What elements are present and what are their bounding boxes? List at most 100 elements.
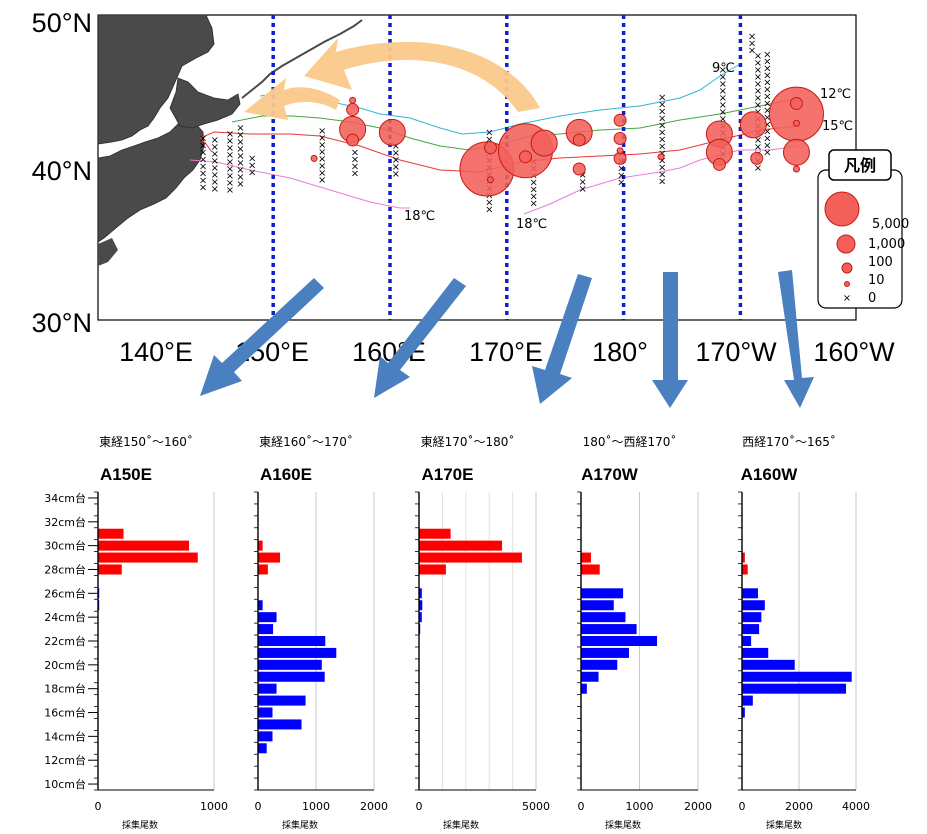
catch-bubble [310, 154, 318, 162]
honshu-landmass [97, 111, 205, 243]
zero-catch-cross: × [318, 175, 326, 186]
catch-bubble [378, 118, 406, 146]
catch-bubble [792, 165, 800, 173]
zero-catch-cross: × [763, 120, 771, 131]
zero-catch-cross: × [318, 154, 326, 165]
count-tick-label: 5000 [522, 800, 550, 813]
zero-catch-cross: × [658, 99, 666, 110]
zero-catch-cross: × [485, 204, 493, 215]
section-arrow-180 [652, 272, 688, 408]
zero-catch-cross: × [351, 147, 359, 158]
zero-catch-cross: × [763, 71, 771, 82]
zero-catch-cross: × [248, 153, 256, 164]
zero-catch-cross: × [658, 155, 666, 166]
lon-label-180: 180° [592, 337, 648, 367]
zero-catch-cross: × [763, 113, 771, 124]
histogram-bar [742, 695, 753, 706]
zero-catch-cross: × [211, 170, 219, 181]
histogram-bar [258, 624, 274, 635]
zero-catch-cross: × [199, 134, 207, 145]
histogram-bar [742, 612, 762, 623]
zero-catch-cross: × [211, 149, 219, 160]
histogram-bar [419, 552, 522, 563]
zero-catch-cross: × [211, 142, 219, 153]
isotherm-label-18-west: 18℃ [404, 209, 435, 224]
zero-catch-cross: × [392, 162, 400, 173]
histogram-bar [742, 683, 847, 694]
zero-catch-cross: × [351, 168, 359, 179]
zero-catch-cross: × [763, 106, 771, 117]
histogram-bar [258, 612, 277, 623]
count-tick-label: 4000 [842, 800, 870, 813]
zero-catch-cross: × [763, 64, 771, 75]
histogram-bar [581, 659, 618, 670]
x-axis-title: 採集尾数 [766, 819, 802, 831]
histogram-bar [742, 659, 795, 670]
histogram-a170w: 180˚～西経170˚ A170W 0 1000 2000 採集尾数 [577, 434, 712, 831]
catch-bubble [616, 147, 624, 155]
histogram-bar [581, 624, 637, 635]
histogram-bar [258, 647, 337, 658]
zero-catch-cross: × [763, 57, 771, 68]
zero-catch-cross: × [199, 183, 207, 194]
zero-catch-cross: × [351, 161, 359, 172]
histograms: 東経150˚～160˚ A150E 0 1000 採集尾数 東経160˚～170˚ A160… [94, 434, 870, 831]
legend-bubble-5000 [824, 191, 860, 227]
histogram-bar [742, 707, 745, 718]
catch-bubbles [310, 86, 824, 197]
zero-catch-cross: × [236, 158, 244, 169]
zero-catch-cross: × [211, 163, 219, 174]
catch-bubble [572, 133, 586, 147]
zero-catch-cross: × [485, 134, 493, 145]
zero-catch-cross: × [529, 184, 537, 195]
zero-catch-cross: × [236, 123, 244, 134]
kuril-islands [241, 19, 363, 99]
panel-title: A160E [260, 465, 312, 484]
map-panel: 9℃ 12℃ 15℃ 18℃ 18℃ ×××××××××××××××××××××… [32, 8, 910, 367]
zero-catch-cross: × [617, 177, 625, 188]
zero-catch-cross: × [529, 198, 537, 209]
zero-catch-cross: × [226, 164, 234, 175]
histogram-bar [258, 683, 277, 694]
catch-bubble [349, 96, 357, 104]
zero-catch-cross: × [579, 170, 587, 181]
zero-catch-cross: × [226, 150, 234, 161]
histogram-bar [581, 588, 624, 599]
size-tick-label: 26cm台 [44, 586, 86, 600]
zero-catch-cross: × [236, 137, 244, 148]
zero-catch-cross: × [199, 148, 207, 159]
zero-catch-cross: × [236, 179, 244, 190]
zero-catch-cross: × [719, 65, 727, 76]
zero-catch-cross: × [763, 92, 771, 103]
histogram-bar [258, 635, 326, 647]
lat-label-30n: 30°N [32, 308, 92, 338]
zero-catch-cross: × [763, 134, 771, 145]
zero-catch-cross: × [318, 168, 326, 179]
zero-catch-cross: × [754, 79, 762, 90]
zero-catch-cross: × [392, 155, 400, 166]
histogram-bar [258, 671, 325, 682]
zero-catch-cross: × [318, 161, 326, 172]
size-tick-label: 14cm台 [44, 729, 86, 743]
zero-catch-cross: × [529, 177, 537, 188]
size-tick-label: 12cm台 [44, 753, 86, 767]
zero-catch-cross: × [658, 141, 666, 152]
size-tick-label: 24cm台 [44, 610, 86, 624]
zero-catch-cross: × [211, 184, 219, 195]
zero-catch-cross: × [617, 170, 625, 181]
zero-catch-cross: × [719, 114, 727, 125]
histogram-bar [258, 659, 322, 670]
histogram-bar [258, 552, 281, 563]
histogram-bar [419, 540, 503, 551]
size-tick-label: 22cm台 [44, 634, 86, 648]
histogram-bar [742, 624, 760, 635]
lon-label-170e: 170°E [469, 337, 543, 367]
histogram-bar [742, 671, 852, 682]
catch-bubble [530, 129, 558, 157]
catch-bubble [739, 111, 767, 139]
zero-catch-cross: × [763, 50, 771, 61]
histogram-bar [258, 707, 273, 718]
histogram-bar [419, 528, 451, 539]
section-arrow-170w [778, 270, 814, 408]
sakhalin-landmass [97, 14, 215, 145]
